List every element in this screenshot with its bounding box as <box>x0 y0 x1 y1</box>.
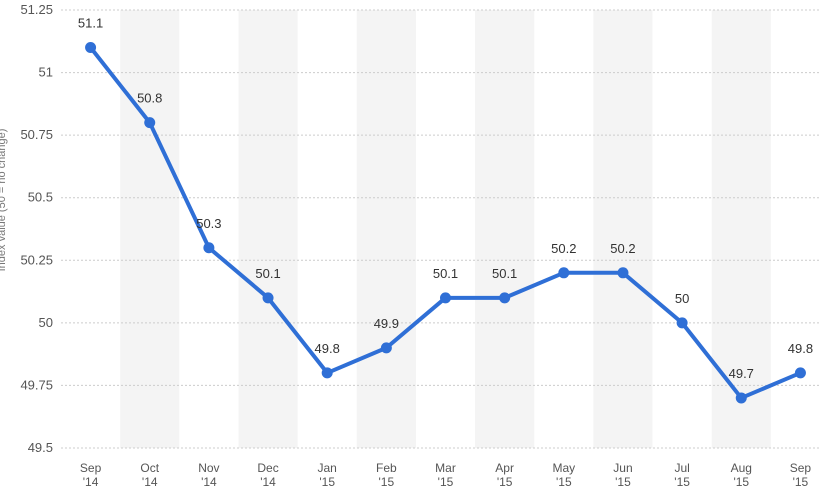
y-tick-label: 49.5 <box>28 440 53 455</box>
x-tick-label: Sep <box>790 461 812 475</box>
data-label: 51.1 <box>78 16 103 31</box>
x-tick-label: Feb <box>376 461 397 475</box>
column-band <box>711 10 771 448</box>
data-label: 50.8 <box>137 91 162 106</box>
data-label: 50.1 <box>492 266 517 281</box>
x-tick-label-year: '14 <box>260 475 276 489</box>
column-band <box>593 10 653 448</box>
x-tick-label-year: '15 <box>497 475 513 489</box>
x-tick-label-year: '15 <box>733 475 749 489</box>
data-label: 49.9 <box>374 316 399 331</box>
data-point <box>144 117 156 129</box>
x-tick-label: Jan <box>318 461 337 475</box>
data-point <box>85 42 97 54</box>
gridlines <box>61 9 819 449</box>
column-band <box>475 10 535 448</box>
x-tick-label-year: '15 <box>556 475 572 489</box>
y-tick-label: 51.25 <box>20 2 53 17</box>
y-tick-label: 50.5 <box>28 190 53 205</box>
data-point <box>380 342 392 354</box>
x-tick-label: Nov <box>198 461 219 475</box>
data-labels: 51.1 50.8 50.3 50.1 49.8 49.9 50.1 50.1 50.2 50.2… <box>78 16 813 381</box>
x-tick-label: Oct <box>140 461 159 475</box>
x-tick-label-year: '14 <box>201 475 217 489</box>
data-points <box>85 42 806 404</box>
column-band <box>356 10 416 448</box>
y-tick-label: 50 <box>39 315 53 330</box>
y-axis-ticks: 49.5 49.75 50 50.25 50.5 50.75 51 51.25 <box>20 2 53 455</box>
data-label: 50.1 <box>433 266 458 281</box>
x-tick-label: Apr <box>495 461 514 475</box>
x-tick-label: Dec <box>257 461 278 475</box>
x-tick-label-year: '14 <box>142 475 158 489</box>
data-label: 50.3 <box>196 216 221 231</box>
data-label: 50.2 <box>551 241 576 256</box>
column-bands <box>120 10 771 448</box>
x-tick-label-year: '15 <box>674 475 690 489</box>
data-label: 50.1 <box>255 266 280 281</box>
data-point <box>499 292 511 304</box>
data-point <box>794 367 806 379</box>
x-tick-label-year: '15 <box>615 475 631 489</box>
y-axis-label: Index value (50 = no change) <box>0 129 8 272</box>
data-point <box>440 292 451 304</box>
y-tick-label: 49.75 <box>20 377 53 392</box>
x-tick-label-year: '15 <box>379 475 395 489</box>
data-point <box>617 267 629 279</box>
data-label: 50 <box>675 291 689 306</box>
data-point <box>558 267 570 279</box>
x-tick-label: Jun <box>613 461 632 475</box>
x-tick-label: Jul <box>674 461 689 475</box>
x-tick-label: Mar <box>435 461 456 475</box>
x-tick-label-year: '15 <box>438 475 454 489</box>
data-point <box>262 292 274 304</box>
data-label: 49.8 <box>788 341 813 356</box>
y-tick-label: 50.25 <box>20 252 53 267</box>
data-point <box>321 367 333 379</box>
x-tick-label: Sep <box>80 461 102 475</box>
data-point <box>735 392 747 404</box>
data-point <box>203 242 215 254</box>
x-tick-label: May <box>552 461 575 475</box>
column-band <box>120 10 180 448</box>
y-tick-label: 50.75 <box>20 127 53 142</box>
y-tick-label: 51 <box>39 65 53 80</box>
data-label: 49.8 <box>315 341 340 356</box>
x-axis-ticks: Sep'14Oct'14Nov'14Dec'14Jan'15Feb'15Mar'… <box>80 461 812 489</box>
data-point <box>676 317 688 329</box>
column-band <box>238 10 298 448</box>
x-tick-label-year: '15 <box>793 475 809 489</box>
data-label: 50.2 <box>610 241 635 256</box>
x-tick-label-year: '15 <box>319 475 335 489</box>
x-tick-label-year: '14 <box>83 475 99 489</box>
data-label: 49.7 <box>729 366 754 381</box>
x-tick-label: Aug <box>731 461 752 475</box>
